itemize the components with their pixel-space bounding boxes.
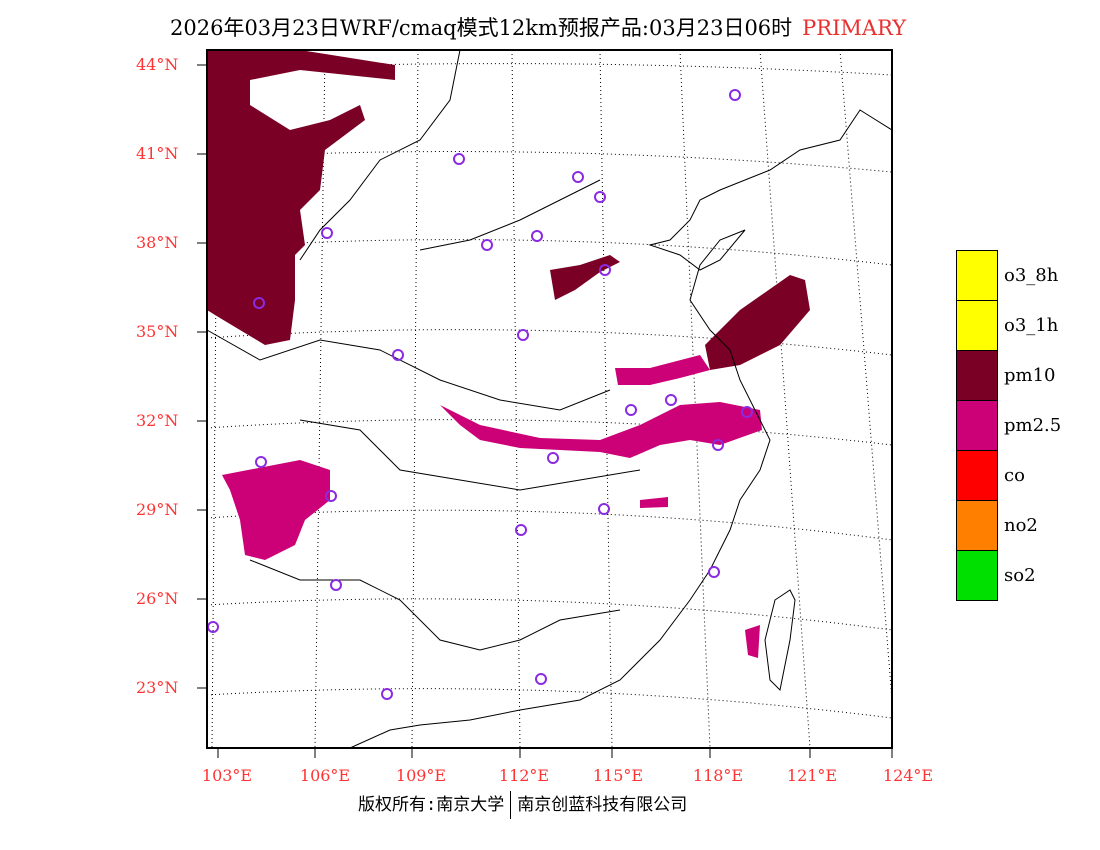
legend-swatch bbox=[956, 350, 998, 400]
pm25-areas bbox=[222, 355, 762, 658]
lat-label: 44°N bbox=[136, 55, 179, 74]
map-title: 2026年03月23日WRF/cmaq模式12km预报产品:03月23日06时 P… bbox=[170, 12, 906, 42]
legend-item: pm10 bbox=[956, 350, 1061, 400]
legend-label: no2 bbox=[1004, 514, 1038, 536]
lat-label: 29°N bbox=[136, 500, 179, 519]
lon-label: 124°E bbox=[882, 766, 934, 785]
copyright-footer: 版权所有:南京大学 南京创蓝科技有限公司 bbox=[358, 790, 687, 819]
legend-swatch bbox=[956, 549, 998, 601]
axis-ticks bbox=[197, 64, 893, 758]
legend-item: pm2.5 bbox=[956, 400, 1061, 450]
legend-swatch bbox=[956, 300, 998, 350]
map-frame bbox=[206, 49, 893, 749]
lat-label: 35°N bbox=[136, 322, 179, 341]
color-legend: o3_8h o3_1h pm10 pm2.5 co no2 so2 bbox=[956, 250, 1061, 601]
lon-label: 121°E bbox=[786, 766, 838, 785]
legend-label: co bbox=[1004, 464, 1025, 486]
boundaries bbox=[206, 49, 893, 749]
primary-tag: PRIMARY bbox=[802, 16, 907, 40]
legend-label: pm10 bbox=[1004, 364, 1056, 386]
legend-swatch bbox=[956, 500, 998, 550]
pm10-areas bbox=[207, 50, 810, 370]
legend-item: o3_8h bbox=[956, 250, 1061, 300]
lat-label: 23°N bbox=[136, 678, 179, 697]
legend-item: o3_1h bbox=[956, 300, 1061, 350]
legend-swatch bbox=[956, 400, 998, 450]
legend-label: so2 bbox=[1004, 564, 1036, 586]
lat-label: 41°N bbox=[136, 144, 179, 163]
lat-label: 32°N bbox=[136, 411, 179, 430]
title-text: 2026年03月23日WRF/cmaq模式12km预报产品:03月23日06时 bbox=[170, 16, 793, 40]
legend-item: so2 bbox=[956, 549, 1061, 601]
legend-swatch bbox=[956, 450, 998, 500]
footer-divider bbox=[510, 791, 512, 819]
legend-item: co bbox=[956, 450, 1061, 500]
lon-label: 118°E bbox=[692, 766, 744, 785]
city-markers bbox=[207, 89, 753, 700]
lon-label: 106°E bbox=[299, 766, 351, 785]
legend-label: o3_8h bbox=[1004, 264, 1059, 286]
lat-label: 26°N bbox=[136, 589, 179, 608]
legend-item: no2 bbox=[956, 500, 1061, 550]
lon-label: 115°E bbox=[592, 766, 644, 785]
copyright-company: 南京创蓝科技有限公司 bbox=[517, 795, 688, 815]
legend-label: o3_1h bbox=[1004, 314, 1059, 336]
copyright-owner: 版权所有:南京大学 bbox=[358, 795, 505, 815]
lon-label: 112°E bbox=[498, 766, 550, 785]
legend-swatch bbox=[956, 250, 998, 300]
lat-label: 38°N bbox=[136, 233, 179, 252]
lon-label: 103°E bbox=[201, 766, 253, 785]
legend-label: pm2.5 bbox=[1004, 414, 1062, 436]
lon-label: 109°E bbox=[395, 766, 447, 785]
